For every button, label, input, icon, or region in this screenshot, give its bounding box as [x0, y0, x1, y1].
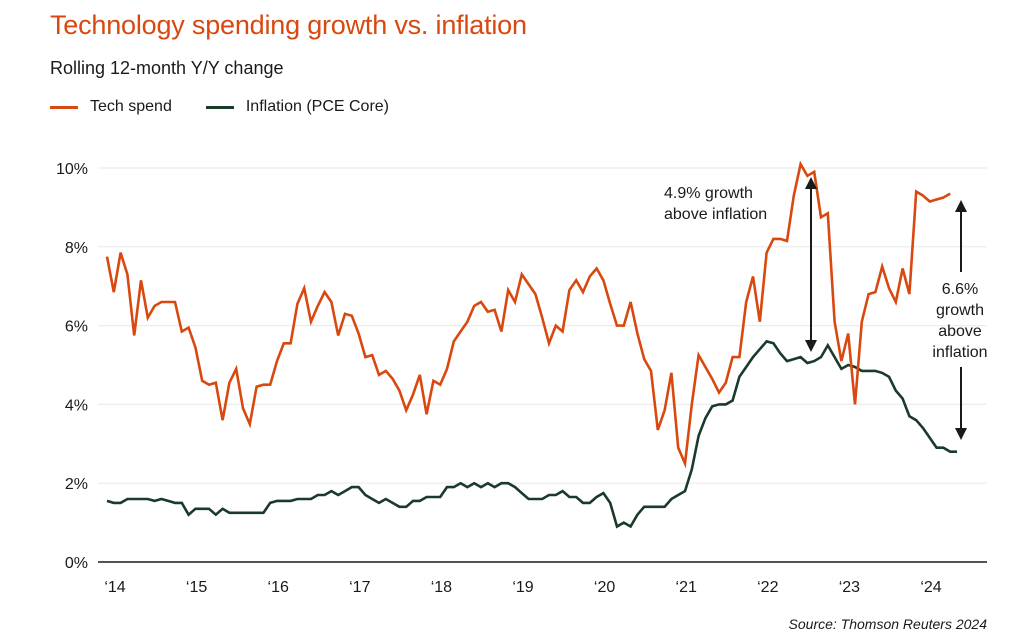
- x-tick-label: ‘21: [676, 579, 697, 596]
- source-note: Source: Thomson Reuters 2024: [788, 616, 987, 632]
- y-tick-label: 10%: [56, 161, 88, 178]
- y-tick-label: 0%: [65, 555, 88, 572]
- chart-title: Technology spending growth vs. inflation: [50, 10, 527, 40]
- x-tick-label: ‘17: [349, 579, 370, 596]
- y-tick-label: 6%: [65, 319, 88, 336]
- annotation-text-2024: above: [938, 323, 982, 340]
- x-axis-ticks: ‘14 ‘15 ‘16 ‘17 ‘18 ‘19 ‘20 ‘21 ‘22 ‘23 ‘24: [104, 579, 941, 596]
- series-lines: [105, 160, 957, 529]
- inflation-line: [106, 339, 957, 529]
- annotation-text-2024: growth: [936, 302, 984, 319]
- legend-item-inflation: Inflation (PCE Core): [205, 98, 390, 116]
- legend-item-tech-spend: Tech spend: [50, 98, 172, 116]
- y-tick-label: 2%: [65, 476, 88, 493]
- y-tick-label: 4%: [65, 397, 88, 414]
- tech-spend-line: [105, 160, 951, 469]
- annotation-text-2024: inflation: [932, 344, 987, 361]
- annotation-arrow-2024: [955, 200, 967, 440]
- x-tick-label: ‘19: [512, 579, 533, 596]
- arrowhead-down-icon: [805, 340, 817, 352]
- annotations: 4.9% growth above inflation 6.6% growth abov…: [664, 177, 988, 440]
- x-tick-label: ‘15: [186, 579, 207, 596]
- x-tick-label: ‘22: [757, 579, 778, 596]
- x-tick-label: ‘16: [268, 579, 289, 596]
- x-tick-label: ‘14: [104, 579, 125, 596]
- x-tick-label: ‘24: [920, 579, 941, 596]
- legend-label: Tech spend: [90, 98, 172, 115]
- annotation-arrow-2022: [805, 177, 817, 352]
- annotation-text-2022: above inflation: [664, 206, 767, 223]
- annotation-text-2024: 6.6%: [942, 281, 978, 298]
- legend-label: Inflation (PCE Core): [245, 98, 390, 115]
- x-tick-label: ‘23: [839, 579, 860, 596]
- y-tick-label: 8%: [65, 240, 88, 257]
- annotation-text-2022: 4.9% growth: [664, 185, 753, 202]
- y-axis-ticks: 0% 2% 4% 6% 8% 10%: [56, 161, 88, 572]
- chart-subtitle: Rolling 12-month Y/Y change: [50, 58, 284, 78]
- gridlines: [98, 167, 987, 563]
- tech-spend-swatch-icon: [50, 105, 78, 109]
- x-tick-label: ‘20: [594, 579, 615, 596]
- inflation-swatch-icon: [205, 105, 234, 109]
- arrowhead-up-icon: [805, 177, 817, 189]
- legend: Tech spend Inflation (PCE Core): [50, 98, 423, 116]
- arrowhead-down-icon: [955, 428, 967, 440]
- x-tick-label: ‘18: [431, 579, 452, 596]
- arrowhead-up-icon: [955, 200, 967, 212]
